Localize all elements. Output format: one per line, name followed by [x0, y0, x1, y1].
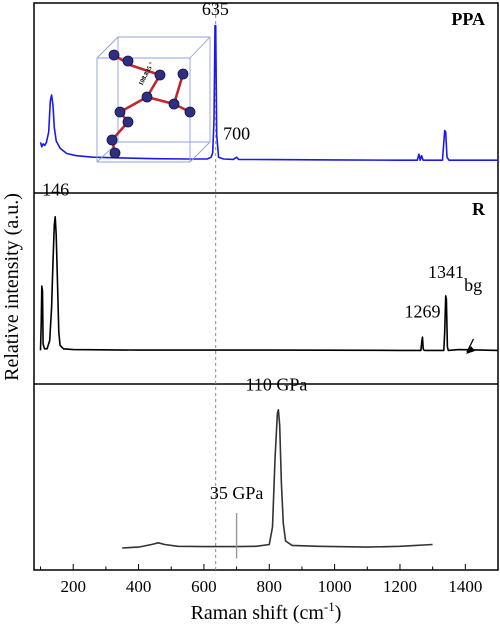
peak-label: bg [464, 275, 482, 295]
x-tick-label: 400 [126, 577, 152, 596]
panel-label: PPA [451, 9, 485, 29]
molecular-structure-inset: 108.835 ° [96, 36, 211, 163]
x-axis-title: Raman shift (cm-1) [191, 599, 342, 624]
x-tick-label: 1200 [383, 577, 417, 596]
peak-label: 700 [223, 123, 250, 143]
cube-edge [96, 36, 119, 59]
peak-label: 110 GPa [246, 375, 308, 395]
spectrum-line-panel-2 [39, 216, 499, 352]
x-tick-label: 1000 [318, 577, 352, 596]
spectrum-line-panel-3 [122, 409, 433, 549]
x-tick-label: 1400 [448, 577, 482, 596]
spectrum-line-panel-1 [39, 24, 498, 161]
peak-label: 1341 [428, 262, 464, 282]
atom [177, 68, 189, 80]
x-tick-label: 600 [191, 577, 217, 596]
cube-edge [189, 141, 211, 163]
plot-frame [33, 2, 499, 571]
atom [184, 106, 196, 118]
atom [114, 106, 126, 118]
atom [106, 134, 118, 146]
x-tick-label: 800 [257, 577, 283, 596]
cube-edge [189, 36, 211, 59]
peak-label: 35 GPa [210, 483, 264, 503]
panel-label: R [472, 199, 486, 219]
atom [109, 147, 121, 159]
y-axis-title: Relative intensity (a.u.) [1, 193, 23, 381]
peak-label: 146 [42, 179, 69, 199]
atom [108, 49, 120, 61]
atom [141, 91, 153, 103]
atom [154, 69, 166, 81]
atom [122, 116, 134, 128]
peak-label: 1269 [405, 301, 441, 321]
bg-arrow-head [465, 346, 475, 354]
x-tick-label: 200 [60, 577, 86, 596]
bg-arrow [466, 338, 475, 353]
atom [122, 55, 134, 67]
atom [168, 98, 180, 110]
peak-label: 635 [202, 0, 229, 19]
